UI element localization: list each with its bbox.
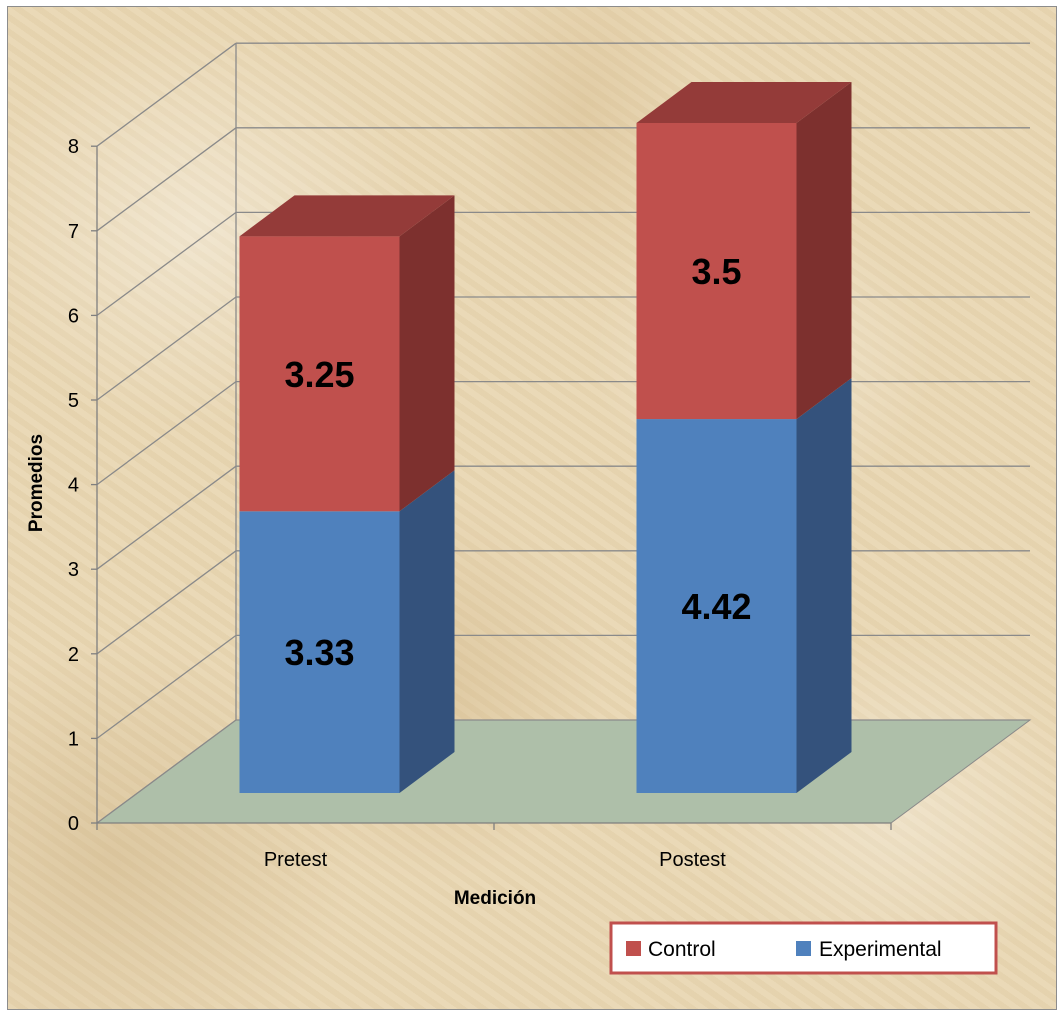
bar-experimental-postest — [636, 419, 797, 793]
gridline-side — [96, 634, 237, 739]
y-tick-label: 8 — [68, 136, 79, 158]
chart-frame: 0 1 2 3 4 5 6 7 8 3.33 3.25 Pretest 4.42 3.5 Postest Me… — [7, 6, 1057, 1010]
bar-side-experimental-postest — [796, 378, 852, 793]
x-axis-title: Medición — [454, 888, 536, 909]
bar-top-control-pretest — [239, 195, 455, 237]
y-tick-label: 6 — [68, 305, 79, 327]
gridline-side — [96, 211, 237, 316]
y-tick-label: 1 — [68, 728, 79, 750]
y-tick-label: 2 — [68, 644, 79, 666]
legend-label-control: Control — [648, 938, 716, 961]
legend-label-experimental: Experimental — [819, 938, 942, 961]
gridline-side — [96, 42, 237, 147]
y-tick-label: 5 — [68, 390, 79, 412]
data-label: 4.42 — [681, 586, 751, 627]
y-axis-title: Promedios — [26, 434, 47, 532]
bar-side-control-pretest — [399, 195, 455, 512]
gridline-side — [96, 550, 237, 655]
gridline-side — [96, 296, 237, 401]
stacked-bar-chart: 0 1 2 3 4 5 6 7 8 3.33 3.25 Pretest 4.42 3.5 Postest Me… — [26, 42, 1032, 975]
bar-experimental-pretest — [239, 511, 400, 793]
data-label: 3.25 — [284, 354, 354, 395]
bar-side-control-postest — [796, 81, 852, 420]
x-tick-label: Postest — [659, 849, 726, 871]
bar-control-pretest — [239, 236, 400, 512]
gridline-side — [96, 719, 237, 824]
gridline-side — [96, 465, 237, 570]
y-tick-label: 3 — [68, 559, 79, 581]
data-label: 3.5 — [691, 251, 741, 292]
x-tick-label: Pretest — [264, 849, 328, 871]
data-label: 3.33 — [284, 632, 354, 673]
chart-floor — [95, 719, 1032, 824]
legend-swatch-control — [626, 941, 641, 956]
gridline-side — [96, 381, 237, 486]
bar-side-experimental-pretest — [399, 470, 455, 793]
y-tick-label: 0 — [68, 813, 79, 835]
bar-top-control-postest — [636, 81, 852, 123]
legend-swatch-experimental — [796, 941, 811, 956]
y-tick-label: 7 — [68, 221, 79, 243]
gridline-side — [96, 127, 237, 232]
y-tick-label: 4 — [68, 475, 79, 497]
bar-control-postest — [636, 122, 797, 420]
